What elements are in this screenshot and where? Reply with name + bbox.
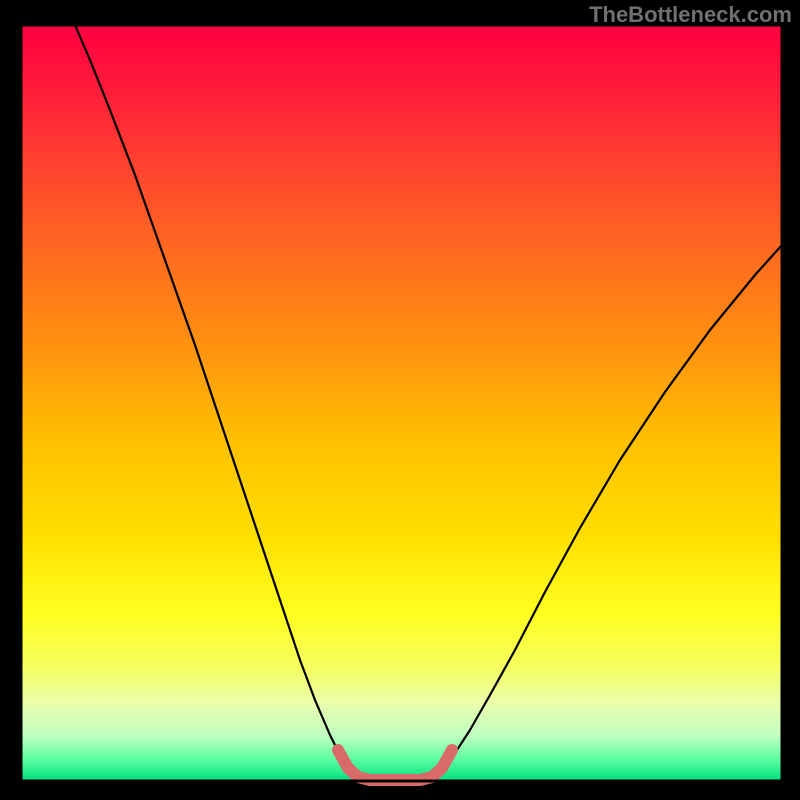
gradient-background [21, 25, 782, 781]
bottleneck-chart: TheBottleneck.com [0, 0, 800, 800]
chart-svg [0, 0, 800, 800]
watermark-text: TheBottleneck.com [589, 2, 792, 28]
